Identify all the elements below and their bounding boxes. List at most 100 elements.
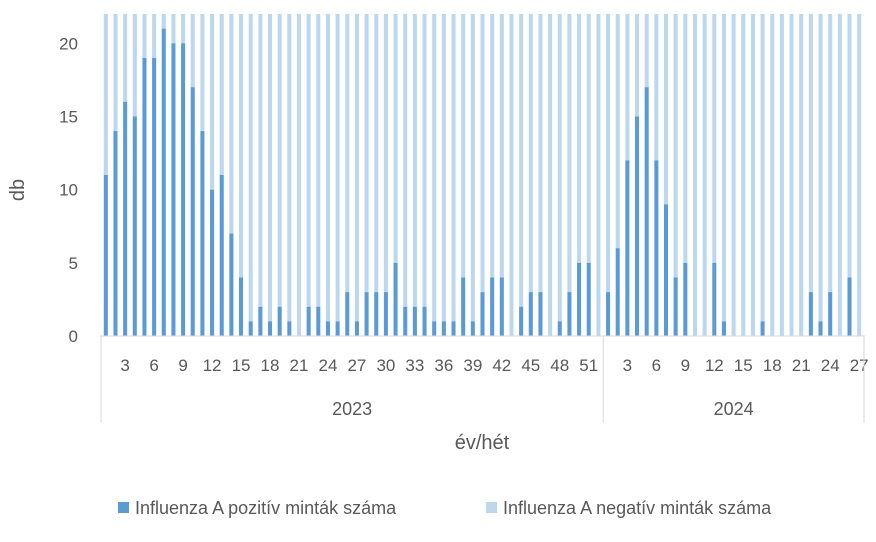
bar-positive xyxy=(316,306,321,336)
bar-positive xyxy=(615,248,620,336)
bar-negative xyxy=(635,14,640,117)
bar-negative xyxy=(432,14,437,322)
x-tick-label: 6 xyxy=(652,356,661,375)
bar-positive xyxy=(567,292,572,336)
x-tick-label: 6 xyxy=(149,356,158,375)
bar-negative xyxy=(287,14,292,322)
bar-positive xyxy=(287,321,292,336)
bar-negative xyxy=(461,14,466,278)
x-tick-label: 33 xyxy=(405,356,424,375)
bar-negative xyxy=(210,14,215,190)
bar-positive xyxy=(219,175,224,336)
bars xyxy=(103,14,862,337)
y-axis-ticks: 0 5 10 15 20 xyxy=(59,34,78,346)
bar-positive xyxy=(345,292,350,336)
bar-negative xyxy=(480,14,485,293)
bar-negative xyxy=(364,14,369,293)
bar-positive xyxy=(470,321,475,336)
bar-negative xyxy=(625,14,630,161)
bar-negative xyxy=(750,14,755,336)
bar-positive xyxy=(557,321,562,336)
bar-negative xyxy=(267,14,273,322)
bar-positive xyxy=(306,306,311,336)
x-tick-label: 48 xyxy=(550,356,569,375)
x-tick-label: 42 xyxy=(492,356,511,375)
bar-negative xyxy=(142,14,147,58)
bar-positive xyxy=(364,292,369,336)
bar-positive xyxy=(374,292,379,336)
bar-negative xyxy=(683,14,688,263)
bar-negative xyxy=(393,14,398,263)
bar-negative xyxy=(422,14,427,307)
x-tick-label: 21 xyxy=(792,356,811,375)
bar-positive xyxy=(441,321,446,336)
bar-negative xyxy=(596,14,601,336)
bar-negative xyxy=(586,14,591,263)
bar-negative xyxy=(799,14,804,336)
bar-negative xyxy=(509,14,514,336)
bar-negative xyxy=(760,14,765,322)
x-tick-label: 24 xyxy=(821,356,840,375)
bar-negative xyxy=(577,14,582,263)
bar-negative xyxy=(567,14,572,293)
x-tick-label: 27 xyxy=(850,356,869,375)
bar-negative xyxy=(239,14,244,278)
bar-positive xyxy=(132,116,137,336)
bar-positive xyxy=(654,160,659,336)
bar-positive xyxy=(528,292,533,336)
bar-positive xyxy=(354,321,359,336)
bar-positive xyxy=(412,306,417,336)
bar-negative xyxy=(538,14,543,293)
bar-negative xyxy=(451,14,456,322)
bar-negative xyxy=(721,14,726,322)
x-tick-label: 12 xyxy=(203,356,222,375)
x-tick-label: 9 xyxy=(681,356,690,375)
bar-positive xyxy=(190,87,195,336)
bar-positive xyxy=(586,262,591,336)
bar-negative xyxy=(277,14,282,307)
x-tick-label: 12 xyxy=(705,356,724,375)
bar-negative xyxy=(374,14,379,293)
bar-positive xyxy=(577,262,582,336)
x-tick-label: 39 xyxy=(463,356,482,375)
bar-negative xyxy=(354,14,359,322)
bar-negative xyxy=(606,14,611,293)
bar-positive xyxy=(267,321,273,336)
bar-positive xyxy=(712,262,717,336)
bar-negative xyxy=(847,14,852,278)
bar-negative xyxy=(837,14,842,336)
bar-negative xyxy=(654,14,659,161)
bar-positive xyxy=(480,292,485,336)
bar-negative xyxy=(152,14,157,58)
bar-positive xyxy=(828,292,833,336)
bar-negative xyxy=(325,14,330,322)
x-tick-label: 15 xyxy=(734,356,753,375)
bar-positive xyxy=(277,306,282,336)
bar-negative xyxy=(229,14,234,234)
bar-positive xyxy=(683,262,688,336)
bar-positive xyxy=(325,321,330,336)
bar-negative xyxy=(219,14,224,175)
bar-negative xyxy=(345,14,350,293)
legend-label-positive: Influenza A pozitív minták száma xyxy=(135,498,397,518)
x-tick-label: 51 xyxy=(579,356,598,375)
bar-negative xyxy=(490,14,495,278)
bar-positive xyxy=(383,292,388,336)
y-tick-label: 5 xyxy=(69,254,78,273)
bar-positive xyxy=(519,306,524,336)
x-axis-title: év/hét xyxy=(455,432,510,454)
bar-negative xyxy=(499,14,504,278)
x-group-label: 2024 xyxy=(714,399,754,419)
bar-positive xyxy=(335,321,340,336)
x-tick-label: 36 xyxy=(434,356,453,375)
x-tick-label: 24 xyxy=(319,356,338,375)
bar-positive xyxy=(161,28,166,337)
bar-positive xyxy=(229,233,234,336)
bar-positive xyxy=(625,160,630,336)
bar-positive xyxy=(171,43,176,336)
bar-positive xyxy=(200,131,205,336)
bar-positive xyxy=(673,277,678,336)
bar-negative xyxy=(412,14,417,307)
x-tick-label: 3 xyxy=(120,356,129,375)
